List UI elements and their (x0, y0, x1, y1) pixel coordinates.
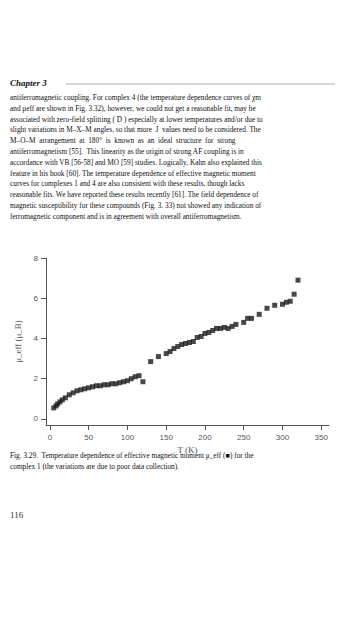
svg-text:6: 6 (34, 294, 39, 303)
svg-text:feature in his book [60]. The: feature in his book [60]. The temperatur… (10, 169, 256, 178)
svg-text:curves for complexes 1 and 4 a: curves for complexes 1 and 4 are also co… (10, 179, 244, 188)
svg-text:0: 0 (48, 433, 53, 442)
svg-text:350: 350 (315, 433, 329, 442)
svg-text:and μeff are shown in Fig. 3.3: and μeff are shown in Fig. 3.32), howeve… (10, 104, 256, 113)
svg-text:4: 4 (34, 334, 39, 343)
svg-text:M–O–M arrangement at 180°: M–O–M arrangement at 180° is known as an… (10, 136, 236, 145)
svg-text:0: 0 (34, 414, 39, 423)
svg-text:reasonable fits. We have repor: reasonable fits. We have reported these … (10, 190, 259, 199)
svg-text:associated with zero-field spl: associated with zero-field splitting ( D… (10, 115, 263, 124)
svg-text:antiferromagnetic coupling. Fo: antiferromagnetic coupling. For complex … (10, 93, 261, 102)
svg-text:Fig. 3.29. Temperature depend: Fig. 3.29. Temperature dependence of eff… (10, 451, 253, 460)
svg-text:slight variations in M–X–M ang: slight variations in M–X–M angles, so th… (10, 125, 261, 134)
svg-text:complex 1 (the variations are: complex 1 (the variations are due to poo… (10, 462, 179, 471)
svg-text:200: 200 (198, 433, 212, 442)
svg-text:100: 100 (121, 433, 135, 442)
svg-text:μ_eff (μ_B): μ_eff (μ_B) (13, 320, 23, 363)
svg-text:250: 250 (237, 433, 251, 442)
svg-text:8: 8 (34, 254, 39, 263)
svg-text:ferromagnetic component and is: ferromagnetic component and is in agreem… (10, 212, 242, 221)
svg-text:2: 2 (34, 374, 39, 383)
svg-text:magnetic susceptibility for th: magnetic susceptibility for these compou… (10, 201, 262, 210)
svg-text:T (K): T (K) (177, 445, 197, 455)
svg-text:116: 116 (10, 510, 24, 520)
svg-text:Chapter 3: Chapter 3 (10, 78, 47, 88)
svg-text:50: 50 (84, 433, 93, 442)
svg-text:accordance with VB [56-58] and: accordance with VB [56-58] and MO [59] s… (10, 158, 262, 167)
svg-text:300: 300 (276, 433, 290, 442)
svg-text:150: 150 (159, 433, 173, 442)
svg-text:antiferromagnetism [55]. This: antiferromagnetism [55]. This linearity … (10, 147, 244, 156)
